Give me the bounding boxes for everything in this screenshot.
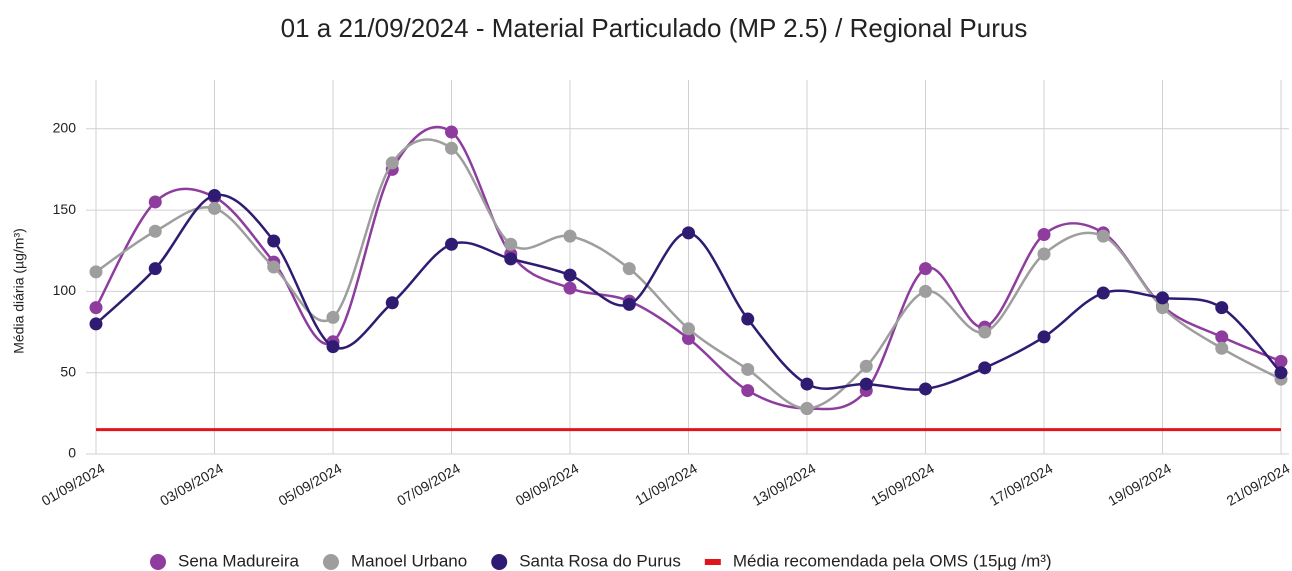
data-point — [208, 188, 221, 202]
x-tick-label: 19/09/2024 — [1105, 460, 1174, 509]
data-point — [563, 229, 577, 243]
x-tick-label: 05/09/2024 — [276, 460, 345, 509]
data-point — [800, 401, 814, 415]
data-point — [326, 340, 340, 354]
data-point — [1215, 330, 1229, 344]
data-point — [741, 384, 755, 398]
legend-label: Manoel Urbano — [351, 551, 467, 570]
data-point — [978, 325, 992, 339]
data-point — [445, 125, 458, 139]
x-tick-label: 17/09/2024 — [987, 460, 1056, 509]
data-point — [385, 296, 399, 310]
data-point — [89, 265, 103, 279]
data-point — [1215, 341, 1229, 355]
data-point — [326, 310, 340, 324]
data-point — [148, 224, 162, 238]
legend-marker — [150, 554, 166, 570]
y-axis-label: Média diária (µg/m³) — [11, 228, 27, 354]
y-tick-label: 150 — [53, 201, 77, 217]
data-point — [89, 301, 103, 315]
legend-marker — [704, 559, 721, 565]
legend-label: Santa Rosa do Purus — [519, 551, 681, 570]
data-point — [563, 281, 577, 295]
data-point — [622, 297, 636, 311]
data-point — [919, 262, 932, 276]
data-point — [741, 362, 755, 376]
data-point — [385, 156, 399, 170]
data-point — [919, 382, 932, 396]
legend-marker — [491, 554, 508, 570]
data-point — [682, 332, 695, 346]
x-tick-label: 11/09/2024 — [632, 460, 700, 508]
data-point — [919, 284, 932, 298]
data-point — [445, 237, 458, 251]
data-point — [1096, 286, 1110, 300]
data-point — [859, 359, 873, 373]
data-point — [1037, 247, 1051, 261]
data-point — [800, 377, 814, 391]
data-point — [682, 226, 695, 240]
data-point — [267, 260, 281, 274]
x-tick-label: 15/09/2024 — [868, 460, 937, 509]
data-point — [1037, 330, 1051, 344]
data-point — [267, 234, 281, 248]
data-point — [1037, 227, 1051, 241]
series-line — [95, 138, 1282, 410]
data-point — [1274, 366, 1288, 380]
data-point — [682, 322, 695, 336]
data-point — [1156, 291, 1169, 305]
data-point — [445, 141, 458, 155]
x-tick-label: 01/09/2024 — [39, 460, 108, 509]
x-tick-label: 07/09/2024 — [394, 460, 463, 509]
legend-label: Média recomendada pela OMS (15µg /m³) — [733, 551, 1052, 570]
chart-title: 01 a 21/09/2024 - Material Particulado (… — [281, 13, 1028, 43]
y-tick-label: 50 — [60, 363, 76, 379]
data-point — [89, 317, 103, 331]
data-point — [563, 268, 577, 282]
x-tick-label: 03/09/2024 — [157, 460, 226, 509]
data-point — [1274, 354, 1288, 368]
data-point — [859, 377, 873, 391]
x-tick-label: 13/09/2024 — [750, 460, 819, 509]
legend-label: Sena Madureira — [178, 551, 300, 570]
x-tick-label: 09/09/2024 — [513, 460, 582, 509]
x-tick-label: 21/09/2024 — [1224, 460, 1292, 509]
data-point — [504, 237, 518, 251]
y-tick-label: 0 — [68, 445, 76, 461]
y-tick-label: 100 — [53, 282, 77, 298]
data-point — [208, 201, 221, 215]
legend-marker — [322, 554, 339, 570]
data-point — [1156, 301, 1169, 315]
data-point — [148, 262, 162, 276]
data-point — [622, 262, 636, 276]
y-tick-label: 200 — [53, 119, 77, 135]
data-point — [148, 195, 162, 209]
data-point — [504, 252, 518, 266]
data-point — [1096, 229, 1110, 243]
data-point — [1215, 301, 1229, 315]
data-point — [978, 361, 992, 375]
data-point — [741, 312, 755, 326]
